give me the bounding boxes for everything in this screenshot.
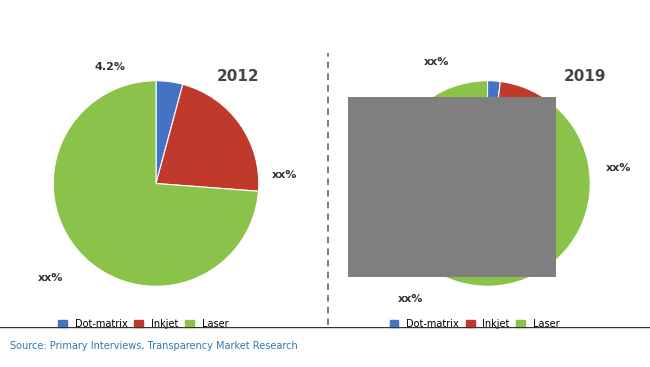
Wedge shape: [488, 81, 548, 184]
Text: 2012: 2012: [217, 69, 259, 84]
Wedge shape: [488, 81, 500, 184]
Wedge shape: [156, 81, 183, 184]
Legend: Dot-matrix, Inkjet, Laser: Dot-matrix, Inkjet, Laser: [55, 315, 232, 333]
Text: xx%: xx%: [272, 170, 297, 180]
Wedge shape: [53, 81, 259, 286]
Text: xx%: xx%: [423, 57, 448, 67]
Wedge shape: [156, 84, 259, 191]
Wedge shape: [385, 81, 590, 286]
Legend: Dot-matrix, Inkjet, Laser: Dot-matrix, Inkjet, Laser: [386, 315, 564, 333]
Text: xx%: xx%: [606, 163, 631, 172]
Text: Source: Primary Interviews, Transparency Market Research: Source: Primary Interviews, Transparency…: [10, 341, 298, 351]
Text: 2019: 2019: [564, 69, 606, 84]
Text: Printer market revenue share, by product type, 2012 and 2019  (%): Printer market revenue share, by product…: [10, 18, 486, 31]
Text: 4.2%: 4.2%: [94, 62, 125, 72]
Text: xx%: xx%: [38, 273, 63, 283]
Text: xx%: xx%: [398, 294, 423, 304]
